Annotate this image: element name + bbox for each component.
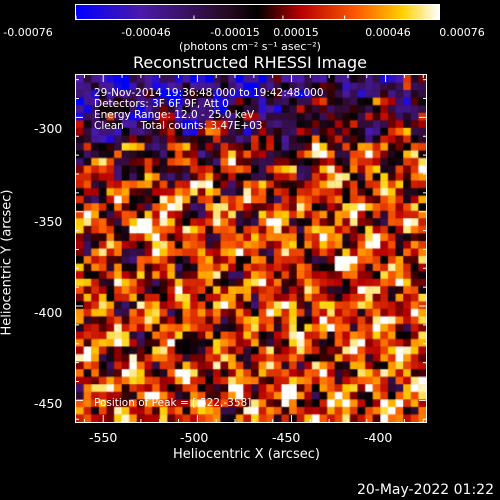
- x-tick-label: -550: [89, 430, 118, 445]
- x-tick-label: -500: [180, 430, 209, 445]
- colorbar: [75, 4, 440, 20]
- colorbar-units: (photons cm⁻² s⁻¹ asec⁻²): [179, 40, 321, 53]
- annotation-detectors: Detectors: 3F 6F 9F, Att 0: [94, 98, 229, 110]
- colorbar-tick-label: 0.00076: [439, 26, 485, 39]
- y-axis-label: Heliocentric Y (arcsec): [0, 189, 15, 336]
- heatmap-image: [76, 75, 426, 422]
- annotation-energy: Energy Range: 12.0 - 25.0 keV: [94, 109, 255, 121]
- annotation-peak: Position of Peak = [-522,-358]: [94, 397, 252, 409]
- x-axis-label: Heliocentric X (arcsec): [173, 447, 320, 462]
- colorbar-tick-label: 0.00046: [365, 26, 411, 39]
- chart-title: Reconstructed RHESSI Image: [133, 53, 367, 72]
- y-tick-label: -300: [34, 121, 63, 136]
- timestamp: 20-May-2022 01:22: [356, 482, 494, 498]
- x-tick-label: -400: [364, 430, 393, 445]
- colorbar-tick-label: 0.00015: [273, 26, 319, 39]
- annotation-time: 29-Nov-2014 19:36:48.000 to 19:42:48.000: [94, 87, 324, 99]
- colorbar-tick-label: -0.00015: [210, 26, 260, 39]
- plot-area: 29-Nov-2014 19:36:48.000 to 19:42:48.000…: [75, 74, 427, 423]
- annotation-clean: Clean Total counts: 3.47E+03: [94, 120, 263, 132]
- y-tick-label: -450: [34, 396, 63, 411]
- colorbar-tick-label: -0.00076: [3, 26, 53, 39]
- y-tick-label: -400: [34, 305, 63, 320]
- colorbar-tick-label: -0.00046: [121, 26, 171, 39]
- x-tick-label: -450: [272, 430, 301, 445]
- y-tick-label: -350: [34, 214, 63, 229]
